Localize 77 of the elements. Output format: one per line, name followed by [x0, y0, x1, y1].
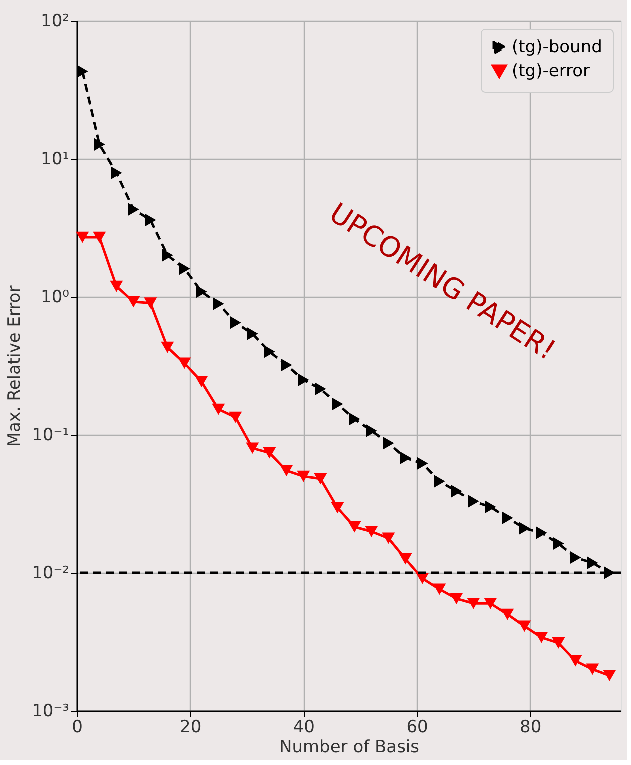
point: [315, 382, 326, 396]
point: [230, 316, 242, 330]
point: [451, 484, 462, 498]
point: [552, 638, 566, 649]
point: [383, 436, 394, 450]
point: [127, 296, 140, 308]
y-tick-label: 10²: [41, 12, 70, 32]
point: [535, 632, 548, 644]
point: [603, 670, 616, 682]
point: [110, 280, 124, 292]
point: [502, 512, 514, 525]
point: [485, 500, 496, 514]
x-tick-label: 0: [72, 718, 83, 738]
x-tick-label: 40: [293, 718, 315, 738]
x-tick-label: 60: [406, 718, 428, 738]
point: [348, 521, 362, 533]
point: [399, 554, 412, 565]
point: [587, 556, 598, 570]
point: [518, 620, 532, 632]
point: [280, 465, 294, 476]
point: [570, 551, 582, 564]
y-tick-label: 10⁰: [41, 288, 70, 308]
point: [417, 457, 428, 470]
point: [212, 404, 226, 416]
point: [536, 526, 548, 540]
x-tick-label: 20: [180, 718, 202, 738]
y-tick-label: 10⁻³: [32, 702, 70, 722]
y-axis-title: Max. Relative Error: [5, 286, 26, 448]
point: [263, 447, 276, 459]
point: [519, 522, 530, 536]
point: [501, 608, 514, 620]
point: [94, 138, 106, 152]
point: [128, 203, 140, 216]
point: [331, 502, 344, 514]
point: [145, 214, 156, 227]
point: [468, 494, 480, 508]
point: [400, 452, 412, 465]
point: [264, 345, 276, 358]
x-axis-title: Number of Basis: [279, 738, 420, 758]
point: [281, 358, 292, 372]
point: [586, 664, 600, 676]
point: [246, 442, 260, 454]
point: [93, 232, 106, 244]
point: [161, 342, 174, 354]
point: [382, 532, 396, 544]
point: [569, 655, 582, 667]
point: [434, 475, 446, 488]
point: [179, 262, 190, 276]
point: [213, 297, 224, 311]
point: [314, 473, 328, 485]
point: [553, 537, 564, 550]
point: [349, 412, 360, 426]
point: [76, 232, 90, 244]
point: [247, 327, 258, 340]
point: [450, 593, 464, 604]
y-tick-label: 10¹: [41, 150, 70, 170]
point: [229, 412, 242, 424]
y-tick-label: 10⁻¹: [32, 426, 70, 446]
point: [366, 424, 378, 438]
point: [297, 470, 310, 482]
point: [77, 65, 88, 78]
point: [111, 166, 122, 180]
legend-label: (tg)-bound: [512, 38, 602, 58]
y-tick-label: 10⁻²: [32, 564, 70, 584]
point: [178, 358, 192, 370]
point: [332, 398, 344, 411]
point: [162, 248, 174, 262]
point: [298, 374, 310, 387]
point: [144, 298, 158, 309]
legend-label: (tg)-error: [512, 62, 590, 82]
x-tick-label: 80: [520, 718, 542, 738]
point: [467, 598, 480, 610]
point: [195, 376, 208, 388]
point: [433, 584, 446, 596]
point: [196, 285, 208, 298]
point: [365, 526, 378, 538]
point: [484, 598, 498, 610]
